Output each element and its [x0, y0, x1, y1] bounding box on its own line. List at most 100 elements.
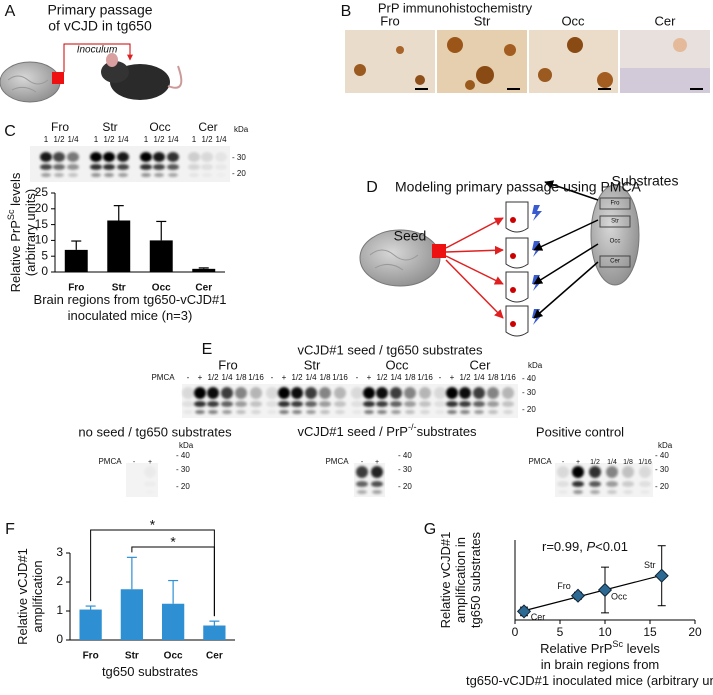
label: -	[356, 373, 359, 382]
trend-line	[523, 574, 662, 612]
label-part: -/-	[408, 422, 417, 432]
label: - 40	[655, 451, 669, 460]
blot-band	[305, 387, 317, 399]
blot-band	[103, 152, 115, 162]
blot-band	[558, 490, 568, 494]
label: 1/2	[207, 373, 219, 382]
y-axis-label: Relative vCJD#1	[15, 548, 30, 645]
blot-band	[188, 152, 200, 162]
label: -	[271, 373, 274, 382]
label: -	[133, 459, 136, 466]
blot-band	[235, 401, 247, 407]
blot-band	[266, 401, 278, 407]
label: Fro	[218, 357, 238, 372]
label-part: Brain regions from tg650-vCJD#1	[34, 292, 227, 307]
blot-band	[141, 173, 151, 177]
label: 1/4	[390, 373, 402, 382]
blot-band	[460, 410, 470, 414]
x-tick-label: 10	[598, 625, 612, 639]
x-axis-label: Relative PrPSc levels	[540, 639, 660, 656]
blot-band	[90, 152, 102, 162]
label-part: substrates	[417, 424, 477, 439]
bar	[64, 249, 88, 272]
label: +	[148, 459, 152, 466]
label-part: amplification	[30, 560, 45, 632]
label: 1/16	[638, 459, 652, 466]
blot-band	[606, 466, 618, 478]
panel-a-art	[0, 43, 183, 103]
label: 1	[44, 135, 49, 144]
x-tick-label: Occ	[164, 651, 183, 662]
y-axis-label: amplification	[30, 560, 45, 632]
label: PMCA	[325, 457, 349, 466]
x-tick-label: 5	[557, 625, 564, 639]
blot-band	[140, 164, 152, 170]
blot-band	[103, 164, 115, 170]
x-tick-label: 20	[688, 625, 702, 639]
label-part: in brain regions from	[541, 657, 660, 672]
label: 1/4	[215, 135, 227, 144]
label: - 20	[522, 405, 536, 414]
error-bar	[168, 579, 179, 604]
panel-title: PrP immunohistochemistry	[378, 0, 533, 15]
y-tick-label: 15	[35, 217, 49, 231]
x-axis-label: tg650-vCJD#1 inoculated mice (arbitrary …	[466, 673, 713, 688]
blot-band	[376, 387, 388, 399]
significance-bracket	[131, 546, 215, 617]
label: PMCA	[98, 457, 122, 466]
label: Cer	[610, 259, 620, 265]
blot-band	[420, 410, 430, 414]
label: vCJD#1 seed / PrP-/-substrates	[297, 422, 477, 439]
blot-band	[590, 490, 600, 494]
x-tick-label: Fro	[68, 283, 84, 294]
error-bar	[113, 205, 124, 221]
label: Str	[474, 13, 491, 28]
blot-band	[502, 387, 514, 399]
y-axis-label: tg650 substrates	[468, 531, 483, 628]
label: Substrates	[612, 173, 679, 189]
blot-band	[447, 410, 457, 414]
blot-band	[207, 387, 219, 399]
blot-band	[487, 387, 499, 399]
x-tick-label: Str	[112, 283, 126, 294]
blot-band	[292, 410, 302, 414]
x-tick-label: Str	[125, 651, 139, 662]
error-bar	[209, 620, 220, 626]
blot-band	[208, 410, 218, 414]
y-tick-label: 2	[56, 574, 63, 588]
panel-title: Modeling primary passage using PMCA	[395, 179, 642, 195]
label: +	[367, 373, 372, 382]
bar	[192, 268, 216, 272]
y-tick-label: 1	[56, 603, 63, 617]
blot-band	[371, 466, 383, 478]
blot-band	[140, 152, 152, 162]
panel-label: F	[5, 521, 15, 538]
label: PMCA	[528, 457, 552, 466]
label: 1/4	[67, 135, 79, 144]
blot-band	[216, 173, 226, 177]
blot-band	[250, 401, 262, 407]
label: - 20	[398, 482, 412, 491]
blot-band	[435, 410, 445, 414]
bar	[203, 625, 226, 640]
label: 1/2	[590, 459, 600, 466]
blot-band	[357, 490, 367, 494]
label: kDa	[658, 441, 673, 450]
label: 1/4	[167, 135, 179, 144]
blot-band	[364, 410, 374, 414]
point	[654, 568, 669, 583]
blot-band	[144, 466, 156, 478]
blot-band	[372, 490, 382, 494]
blot-band	[194, 387, 206, 399]
label: - 20	[232, 169, 246, 178]
label-part: Sc	[612, 639, 623, 649]
blot-band	[557, 481, 569, 487]
blot-band	[474, 410, 484, 414]
blot-band	[589, 466, 601, 478]
blot-band	[266, 387, 278, 399]
label: -	[187, 373, 190, 382]
blot-band	[589, 481, 601, 487]
blot-band	[68, 173, 78, 177]
blot-band	[250, 387, 262, 399]
label: Fro	[611, 201, 621, 207]
